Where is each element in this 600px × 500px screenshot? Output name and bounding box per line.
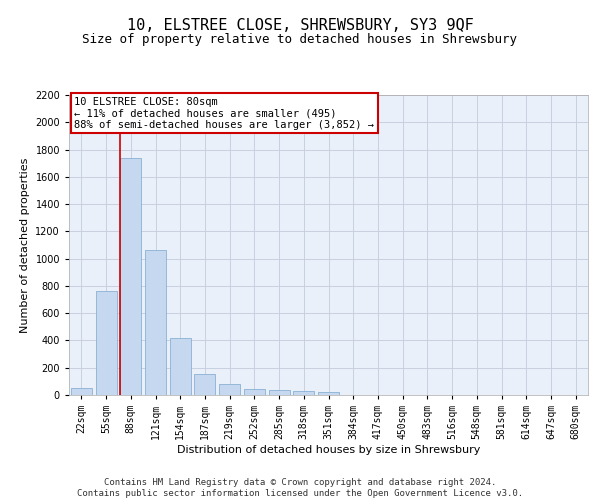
Text: 10, ELSTREE CLOSE, SHREWSBURY, SY3 9QF: 10, ELSTREE CLOSE, SHREWSBURY, SY3 9QF <box>127 18 473 32</box>
Text: Size of property relative to detached houses in Shrewsbury: Size of property relative to detached ho… <box>83 32 517 46</box>
Bar <box>120 158 141 395</box>
Bar <box>71 388 92 395</box>
Text: 10 ELSTREE CLOSE: 80sqm
← 11% of detached houses are smaller (495)
88% of semi-d: 10 ELSTREE CLOSE: 80sqm ← 11% of detache… <box>74 96 374 130</box>
Bar <box>244 388 265 395</box>
X-axis label: Distribution of detached houses by size in Shrewsbury: Distribution of detached houses by size … <box>177 445 480 455</box>
Text: Contains HM Land Registry data © Crown copyright and database right 2024.
Contai: Contains HM Land Registry data © Crown c… <box>77 478 523 498</box>
Bar <box>170 338 191 395</box>
Bar <box>219 384 240 395</box>
Bar <box>293 391 314 395</box>
Bar <box>95 290 116 395</box>
Bar <box>318 392 339 395</box>
Bar <box>269 390 290 395</box>
Bar <box>194 374 215 395</box>
Y-axis label: Number of detached properties: Number of detached properties <box>20 158 29 332</box>
Bar <box>145 250 166 395</box>
